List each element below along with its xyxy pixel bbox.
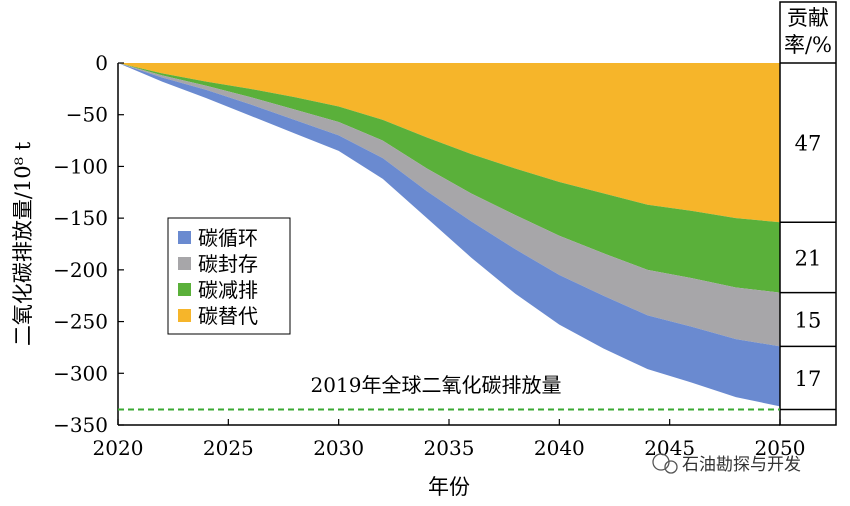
watermark: 石油勘探与开发 xyxy=(652,453,801,475)
y-tick-label: −200 xyxy=(53,258,108,282)
contribution-value: 17 xyxy=(795,367,822,391)
legend-label: 碳封存 xyxy=(198,252,258,276)
area-1 xyxy=(118,63,780,223)
contribution-header-line2: 率/% xyxy=(784,33,832,57)
contribution-column: 贡献率/% 47 21 15 17 xyxy=(779,1,837,426)
contribution-header-line1: 贡献 xyxy=(787,6,829,30)
area-2 xyxy=(118,63,780,293)
contribution-value: 21 xyxy=(795,246,822,270)
y-tick-label: −50 xyxy=(66,103,108,127)
y-tick-label: −250 xyxy=(53,310,108,334)
wechat-icon-bubble xyxy=(664,460,678,474)
y-axis-title: 二氧化碳排放量/10⁸ t xyxy=(11,141,35,346)
x-axis-title: 年份 xyxy=(428,475,470,499)
x-tick-label: 2030 xyxy=(313,436,364,460)
y-tick-label: 0 xyxy=(95,51,108,75)
x-tick-label: 2040 xyxy=(534,436,585,460)
legend-swatch xyxy=(178,283,191,296)
legend-swatch xyxy=(178,257,191,270)
reference-line-label: 2019年全球二氧化碳排放量 xyxy=(311,373,562,397)
y-tick-label: −100 xyxy=(53,154,108,178)
area-3 xyxy=(118,63,780,347)
area-layer xyxy=(118,63,780,407)
x-tick-label: 2025 xyxy=(203,436,254,460)
x-tick-label: 2035 xyxy=(424,436,475,460)
x-tick-label: 2050 xyxy=(755,436,806,460)
x-tick-label: 2020 xyxy=(93,436,144,460)
legend-label: 碳循环 xyxy=(198,226,258,250)
x-tick-label: 2045 xyxy=(644,436,695,460)
legend-label: 碳减排 xyxy=(198,278,258,302)
y-tick-label: −150 xyxy=(53,206,108,230)
legend-swatch xyxy=(178,231,191,244)
contribution-frame xyxy=(779,1,837,426)
y-tick-label: −300 xyxy=(53,361,108,385)
y-tick-label: −350 xyxy=(53,413,108,437)
contribution-value: 47 xyxy=(795,132,822,156)
legend-label: 碳替代 xyxy=(198,304,258,328)
area-4 xyxy=(118,63,780,407)
legend-swatch xyxy=(178,309,191,322)
contribution-value: 15 xyxy=(795,309,822,333)
watermark-text: 石油勘探与开发 xyxy=(682,455,801,475)
